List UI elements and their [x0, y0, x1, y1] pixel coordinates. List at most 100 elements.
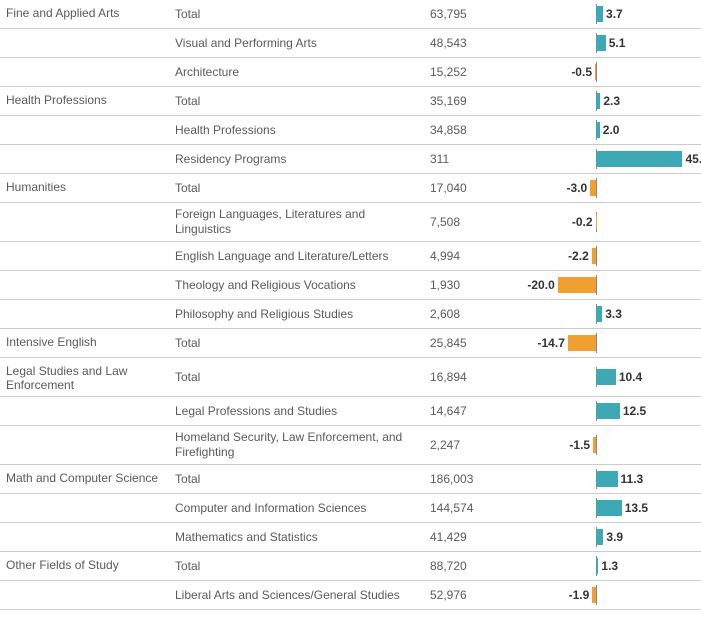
category-cell [0, 275, 175, 277]
bar-label: 1.3 [601, 556, 618, 576]
table-row: Philosophy and Religious Studies2,6083.3 [0, 300, 701, 329]
value-cell: 2,608 [430, 307, 510, 321]
subcategory-cell: Legal Professions and Studies [175, 404, 430, 419]
value-cell: 35,169 [430, 94, 510, 108]
category-cell: Health Professions [0, 91, 175, 107]
subcategory-cell: Theology and Religious Vocations [175, 278, 430, 293]
table-row: HumanitiesTotal17,040-3.0 [0, 174, 701, 203]
table-row: Intensive EnglishTotal25,845-14.7 [0, 329, 701, 358]
value-cell: 186,003 [430, 472, 510, 486]
bar-label: -0.2 [572, 212, 593, 232]
bar-label: -20.0 [527, 275, 554, 295]
bar [592, 587, 596, 603]
subcategory-cell: Total [175, 472, 430, 487]
value-cell: 41,429 [430, 530, 510, 544]
bar-cell: 3.9 [510, 527, 701, 547]
category-cell [0, 304, 175, 306]
subcategory-cell: Mathematics and Statistics [175, 530, 430, 545]
value-cell: 25,845 [430, 336, 510, 350]
table-row: English Language and Literature/Letters4… [0, 242, 701, 271]
bar-label: -0.5 [571, 62, 592, 82]
bar [596, 529, 603, 545]
table-row: Legal Studies and Law EnforcementTotal16… [0, 358, 701, 397]
bar-label: -3.0 [567, 178, 588, 198]
bar-label: -14.7 [538, 333, 565, 353]
bar [596, 306, 602, 322]
bar-label: 12.5 [623, 401, 646, 421]
bar-cell: -14.7 [510, 333, 701, 353]
category-cell [0, 246, 175, 248]
bar-label: -2.2 [568, 246, 589, 266]
bar [596, 403, 620, 419]
subcategory-cell: Foreign Languages, Literatures and Lingu… [175, 207, 430, 237]
bar [592, 248, 596, 264]
category-cell [0, 149, 175, 151]
bar [596, 6, 603, 22]
bar-cell: -0.5 [510, 62, 701, 82]
bar [595, 64, 596, 80]
bar [596, 369, 616, 385]
bar-cell: 11.3 [510, 469, 701, 489]
table-row: Legal Professions and Studies14,64712.5 [0, 397, 701, 426]
category-cell [0, 527, 175, 529]
subcategory-cell: Visual and Performing Arts [175, 36, 430, 51]
table-row: Math and Computer ScienceTotal186,00311.… [0, 465, 701, 494]
subcategory-cell: English Language and Literature/Letters [175, 249, 430, 264]
value-cell: 16,894 [430, 370, 510, 384]
table-row: Computer and Information Sciences144,574… [0, 494, 701, 523]
value-cell: 144,574 [430, 501, 510, 515]
table-row: Residency Programs31145.3 [0, 145, 701, 174]
subcategory-cell: Total [175, 559, 430, 574]
table-row: Fine and Applied ArtsTotal63,7953.7 [0, 0, 701, 29]
bar-label: 3.9 [606, 527, 623, 547]
bar-label: 2.0 [603, 120, 620, 140]
bar-label: 3.7 [606, 4, 623, 24]
value-cell: 17,040 [430, 181, 510, 195]
bar [596, 500, 622, 516]
subcategory-cell: Computer and Information Sciences [175, 501, 430, 516]
category-cell: Humanities [0, 178, 175, 194]
value-cell: 2,247 [430, 438, 510, 452]
bar [596, 93, 600, 109]
bar [596, 558, 598, 574]
bar-cell: 1.3 [510, 556, 701, 576]
bar-label: 10.4 [619, 367, 642, 387]
bar-cell: -0.2 [510, 212, 701, 232]
axis-line [596, 435, 597, 455]
table-row: Architecture15,252-0.5 [0, 58, 701, 87]
subcategory-cell: Architecture [175, 65, 430, 80]
table-row: Health ProfessionsTotal35,1692.3 [0, 87, 701, 116]
category-cell: Fine and Applied Arts [0, 4, 175, 20]
bar-cell: 10.4 [510, 367, 701, 387]
bar-cell: 12.5 [510, 401, 701, 421]
subcategory-cell: Liberal Arts and Sciences/General Studie… [175, 588, 430, 603]
axis-line [596, 585, 597, 605]
value-cell: 34,858 [430, 123, 510, 137]
bar [596, 151, 683, 167]
bar-cell: 3.3 [510, 304, 701, 324]
category-cell [0, 207, 175, 209]
table-row: Health Professions34,8582.0 [0, 116, 701, 145]
bar-cell: -1.5 [510, 435, 701, 455]
table-row: Other Fields of StudyTotal88,7201.3 [0, 552, 701, 581]
subcategory-cell: Total [175, 336, 430, 351]
axis-line [596, 246, 597, 266]
axis-line [596, 178, 597, 198]
bar-label: 3.3 [605, 304, 622, 324]
value-cell: 7,508 [430, 215, 510, 229]
axis-line [596, 275, 597, 295]
category-cell [0, 62, 175, 64]
category-cell [0, 120, 175, 122]
table-row: Theology and Religious Vocations1,930-20… [0, 271, 701, 300]
category-cell [0, 585, 175, 587]
axis-line [596, 212, 597, 232]
subcategory-cell: Total [175, 94, 430, 109]
subcategory-cell: Total [175, 370, 430, 385]
bar-cell: -20.0 [510, 275, 701, 295]
bar-cell: 5.1 [510, 33, 701, 53]
bar [568, 335, 596, 351]
bar-cell: -3.0 [510, 178, 701, 198]
bar-cell: 3.7 [510, 4, 701, 24]
value-cell: 52,976 [430, 588, 510, 602]
axis-line [596, 333, 597, 353]
